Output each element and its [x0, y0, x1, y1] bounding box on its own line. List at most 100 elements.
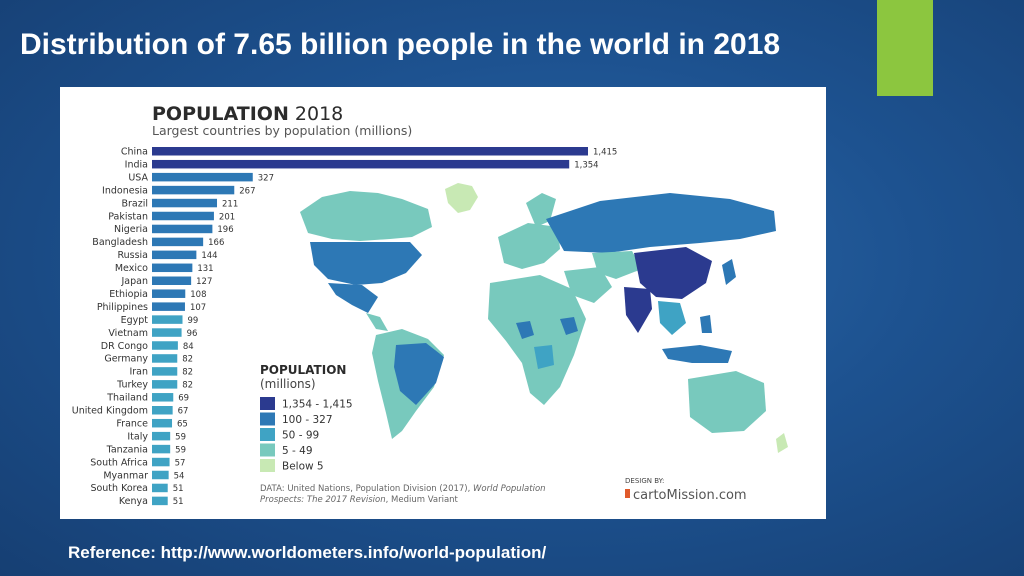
- value-label: 211: [222, 199, 238, 209]
- category-label: Italy: [127, 431, 148, 442]
- map-southeast-asia: [658, 301, 686, 335]
- chart-title: POPULATION 2018: [152, 103, 343, 125]
- bar-china: [152, 147, 588, 156]
- map-europe: [498, 223, 560, 269]
- map-japan: [722, 259, 736, 285]
- value-label: 144: [201, 251, 217, 261]
- map-canada: [300, 191, 432, 241]
- map-central-america: [366, 313, 388, 331]
- value-label: 166: [208, 238, 224, 248]
- map-new-zealand: [776, 433, 788, 453]
- branding-name: cartoMission.com: [633, 488, 747, 503]
- source-line-2: Prospects: The 2017 Revision, Medium Var…: [260, 495, 459, 505]
- value-label: 69: [178, 394, 189, 404]
- branding-logo-icon: [625, 489, 630, 498]
- map-central-asia: [592, 251, 642, 279]
- value-label: 65: [177, 419, 188, 429]
- value-label: 82: [182, 355, 193, 365]
- slide-title: Distribution of 7.65 billion people in t…: [20, 28, 781, 61]
- bar-brazil: [152, 198, 218, 208]
- bar-pakistan: [152, 211, 214, 221]
- category-label: Indonesia: [102, 185, 148, 196]
- category-label: Bangladesh: [92, 237, 148, 248]
- bar-tanzania: [152, 444, 171, 454]
- branding-label: DESIGN BY:: [625, 477, 664, 485]
- map-indonesia: [662, 345, 732, 363]
- bar-myanmar: [152, 470, 169, 480]
- bar-south-africa: [152, 457, 170, 467]
- accent-block: [877, 0, 933, 96]
- bar-vietnam: [152, 328, 182, 337]
- bar-bangladesh: [152, 237, 204, 247]
- value-label: 107: [190, 303, 206, 313]
- source-line-1: DATA: United Nations, Population Divisio…: [260, 484, 546, 494]
- bar-turkey: [152, 380, 178, 389]
- value-label: 84: [183, 342, 194, 352]
- legend-subtitle: (millions): [260, 377, 316, 391]
- category-label: Thailand: [106, 393, 148, 404]
- infographic-figure: POPULATION 2018 Largest countries by pop…: [60, 87, 826, 519]
- value-label: 108: [190, 290, 206, 300]
- map-india: [624, 287, 652, 333]
- map-ethiopia: [560, 317, 578, 335]
- category-label: Vietnam: [108, 328, 148, 339]
- chart-title-year: 2018: [295, 103, 343, 125]
- bar-italy: [152, 431, 171, 441]
- legend-items: 1,354 - 1,415 100 - 327 50 - 99 5 - 49 Below…: [260, 397, 353, 473]
- bar-japan: [152, 276, 192, 285]
- legend-label: 5 - 49: [282, 445, 313, 457]
- bar-egypt: [152, 315, 183, 324]
- map-middle-east: [564, 267, 612, 303]
- category-label: DR Congo: [101, 341, 148, 352]
- value-label: 59: [175, 445, 186, 455]
- bar-indonesia: [152, 185, 235, 195]
- map-africa: [488, 275, 586, 405]
- bar-series: China 1,415 India 1,354 USA 327 Indonesia 267 Br…: [72, 147, 618, 508]
- category-label: USA: [128, 172, 148, 183]
- value-label: 99: [188, 316, 199, 326]
- value-label: 267: [239, 186, 255, 196]
- value-label: 67: [178, 407, 189, 417]
- value-label: 57: [175, 458, 186, 468]
- map-greenland: [445, 183, 478, 213]
- bar-iran: [152, 367, 178, 376]
- legend-swatch: [260, 397, 275, 410]
- map-usa: [310, 242, 422, 285]
- category-label: Mexico: [115, 263, 148, 274]
- bar-nigeria: [152, 224, 213, 234]
- legend-label: 50 - 99: [282, 430, 319, 442]
- value-label: 54: [174, 471, 185, 481]
- bar-philippines: [152, 302, 185, 311]
- category-label: Tanzania: [106, 444, 148, 455]
- category-label: Germany: [104, 354, 148, 365]
- chart-title-bold: POPULATION: [152, 103, 289, 125]
- value-label: 131: [197, 264, 213, 274]
- category-label: South Africa: [90, 457, 148, 468]
- value-label: 59: [175, 432, 186, 442]
- value-label: 82: [182, 368, 193, 378]
- bar-thailand: [152, 393, 174, 402]
- chart-subtitle: Largest countries by population (million…: [152, 123, 412, 138]
- map-mexico: [328, 283, 378, 313]
- category-label: India: [125, 159, 148, 170]
- value-label: 1,415: [593, 148, 617, 158]
- category-label: China: [121, 147, 148, 158]
- value-label: 51: [173, 497, 184, 507]
- legend-label: 1,354 - 1,415: [282, 399, 353, 411]
- world-map: [300, 183, 788, 453]
- map-nigeria: [516, 321, 534, 339]
- category-label: Ethiopia: [109, 289, 148, 300]
- category-label: France: [116, 418, 148, 429]
- category-label: Egypt: [121, 315, 149, 326]
- category-label: United Kingdom: [72, 406, 148, 417]
- bar-russia: [152, 250, 197, 260]
- value-label: 327: [258, 173, 274, 183]
- value-label: 82: [182, 381, 193, 391]
- category-label: Nigeria: [114, 224, 148, 235]
- legend-swatch: [260, 443, 275, 457]
- bar-mexico: [152, 263, 193, 273]
- legend-label: Below 5: [282, 461, 324, 473]
- value-label: 201: [219, 212, 235, 222]
- value-label: 1,354: [574, 160, 598, 170]
- bar-dr-congo: [152, 341, 178, 350]
